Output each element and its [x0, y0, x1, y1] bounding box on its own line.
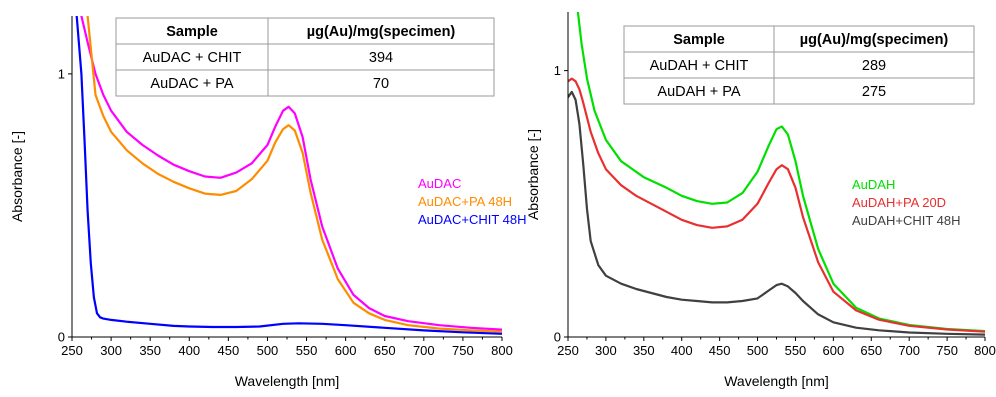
- series-line-3: [568, 90, 985, 336]
- data-table: Sample µg(Au)/mg(specimen) AuDAH + CHIT 289…: [623, 25, 975, 105]
- x-tick-label: 500: [257, 343, 279, 358]
- x-axis-label: Wavelength [nm]: [235, 373, 340, 389]
- x-tick-label: 600: [823, 343, 845, 358]
- x-tick-label: 550: [296, 343, 318, 358]
- chart-panel-1: 250 300 350 400 450 500 550 600 650 700 750 800 0 1 Wa…: [9, 16, 527, 389]
- table-cell: AuDAC + PA: [150, 76, 233, 92]
- chart-panel-2: 250 300 350 400 450 500 550 600 650 700 750 800 0 1 Wa…: [525, 12, 996, 389]
- x-tick-label: 800: [491, 343, 513, 358]
- y-axis-label: Absorbance [-]: [9, 131, 25, 222]
- series-line-2: [568, 77, 985, 333]
- table-border: [115, 17, 495, 97]
- y-tick-label: 1: [554, 63, 561, 78]
- table-cell: AuDAH + PA: [657, 84, 740, 100]
- x-tick-label: 750: [936, 343, 958, 358]
- legend-entry-1: AuDAC: [418, 176, 461, 191]
- series-line-1: [576, 12, 985, 333]
- x-tick-label: 350: [633, 343, 655, 358]
- y-axis-label: Absorbance [-]: [525, 129, 541, 220]
- x-tick-label: 300: [595, 343, 617, 358]
- x-tick-label: 300: [100, 343, 122, 358]
- x-tick-label: 650: [374, 343, 396, 358]
- x-tick-label: 650: [860, 343, 882, 358]
- legend-entry-2: AuDAH+PA 20D: [852, 195, 946, 210]
- x-tick-label: 500: [747, 343, 769, 358]
- x-tick-label: 450: [709, 343, 731, 358]
- series-line-2: [86, 16, 502, 333]
- table-cell: AuDAH + CHIT: [650, 58, 749, 74]
- series-line-3: [75, 16, 502, 335]
- x-axis-label: Wavelength [nm]: [724, 373, 829, 389]
- table-cell: 70: [373, 76, 389, 92]
- y-tick-label: 0: [58, 330, 65, 345]
- x-tick-label: 700: [898, 343, 920, 358]
- x-tick-label: 400: [671, 343, 693, 358]
- table-border: [623, 25, 975, 105]
- x-tick-label: 550: [785, 343, 807, 358]
- table-cell: 275: [862, 84, 886, 100]
- x-tick-label: 600: [335, 343, 357, 358]
- x-tick-label: 800: [974, 343, 996, 358]
- x-tick-label: 450: [218, 343, 240, 358]
- y-tick-label: 1: [58, 66, 65, 81]
- legend-entry-2: AuDAC+PA 48H: [418, 194, 512, 209]
- table-header-cell: µg(Au)/mg(specimen): [307, 24, 456, 40]
- table-cell: 394: [369, 50, 393, 66]
- series-line-1: [80, 16, 502, 331]
- table-cell: AuDAC + CHIT: [143, 50, 242, 66]
- table-cell: 289: [862, 58, 886, 74]
- table-header-cell: Sample: [166, 24, 218, 40]
- x-tick-label: 350: [139, 343, 161, 358]
- data-table: Sample µg(Au)/mg(specimen) AuDAC + CHIT 394…: [115, 17, 495, 97]
- x-tick-label: 750: [452, 343, 474, 358]
- table-header-cell: µg(Au)/mg(specimen): [800, 32, 949, 48]
- x-tick-label: 250: [557, 343, 579, 358]
- y-tick-label: 0: [554, 330, 561, 345]
- x-tick-label: 250: [61, 343, 83, 358]
- legend-entry-3: AuDAC+CHIT 48H: [418, 212, 527, 227]
- legend-entry-1: AuDAH: [852, 177, 895, 192]
- legend-entry-3: AuDAH+CHIT 48H: [852, 213, 961, 228]
- x-tick-label: 700: [413, 343, 435, 358]
- table-header-cell: Sample: [673, 32, 725, 48]
- x-tick-label: 400: [178, 343, 200, 358]
